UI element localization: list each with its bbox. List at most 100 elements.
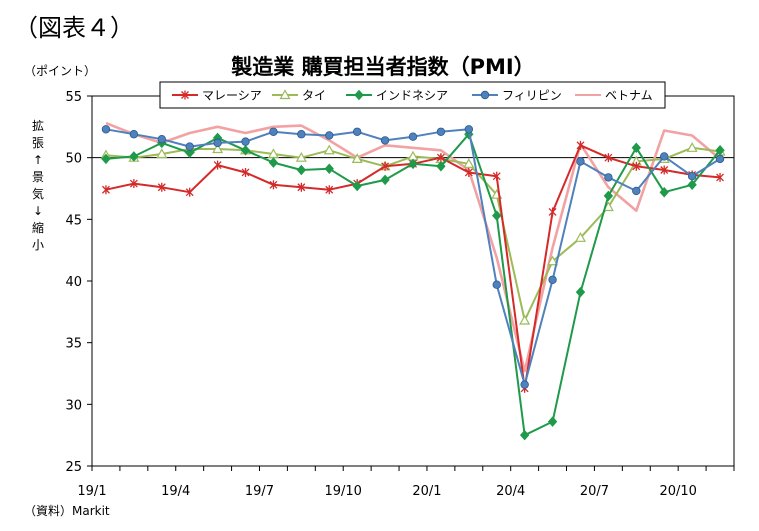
data-point-triangle [212,143,224,154]
x-tick-label: 20/4 [496,484,525,499]
legend-entry-0: マレーシア [172,89,262,103]
data-point-circle [380,136,390,145]
data-point-circle [660,152,669,161]
data-point-triangle [295,151,307,162]
data-point-circle [464,125,474,134]
data-point-star [325,185,334,195]
data-point-circle [213,138,222,148]
yaxis-desc-char: 景 [31,170,44,184]
data-point-star [632,161,641,171]
source-label: （資料）Markit [24,504,110,518]
data-point-circle [480,90,490,100]
x-tick-label: 20/1 [412,484,441,499]
series-line [105,133,721,437]
y-tick-label: 25 [65,460,82,475]
data-point-circle [715,154,725,164]
data-point-triangle [463,158,475,168]
data-point-star [716,172,725,182]
data-point-diamond [380,174,390,186]
data-point-diamond [492,210,502,221]
legend-entry-4: ベトナム [575,89,653,103]
yaxis-desc-char: 張 [31,136,44,150]
data-point-diamond [101,153,111,165]
data-point-diamond [687,179,697,191]
series-line [105,146,721,322]
data-point-star [181,90,189,100]
y-tick-label: 40 [65,275,82,290]
yaxis-desc-char: 小 [31,238,44,252]
data-point-star [269,180,278,190]
data-point-triangle [519,314,531,325]
series-1 [100,142,726,325]
data-point-diamond [519,429,530,441]
series-line [105,121,721,373]
series-3 [101,125,725,389]
data-point-star [185,187,194,197]
yaxis-desc-char: 気 [31,187,44,201]
yaxis-direction-label: 拡 張 ↑ 景 気 ↓ 縮 小 [30,118,46,254]
data-point-circle [408,132,418,141]
data-point-circle [604,173,613,182]
y-tick-label: 50 [65,152,82,167]
data-point-triangle [574,232,587,242]
plot-area: 25 30 35 40 45 50 55 19/1 19/4 19/7 19/10 20/1 20/4 2… [65,90,735,499]
data-point-star [297,182,306,192]
x-tick-label: 19/1 [77,484,106,499]
unit-label: （ポイント） [24,64,97,78]
legend-label: インドネシア [376,89,448,103]
data-point-diamond [408,158,418,170]
yaxis-desc-char: ↑ [32,153,44,167]
data-point-circle [576,157,585,166]
series-2 [101,128,725,441]
data-point-star [604,153,613,163]
data-point-star [157,182,166,192]
x-tick-label: 19/7 [245,484,274,499]
data-point-star [381,161,390,171]
data-point-diamond [575,286,586,298]
y-tick-label: 45 [65,213,82,228]
legend: マレーシア タイ インドネシア フィリピン ベトナム [159,81,666,109]
data-point-star [436,153,445,163]
data-point-triangle [686,142,698,152]
yaxis-desc-char: ↓ [32,204,44,218]
data-point-circle [101,125,111,134]
data-point-star [464,167,473,177]
data-point-diamond [185,147,195,158]
figure-label: （図表４） [14,14,134,42]
data-point-circle [269,127,278,136]
y-tick-label: 35 [65,337,82,352]
data-point-circle [241,137,250,146]
data-point-diamond [354,89,364,101]
data-point-circle [520,380,529,389]
data-point-star [492,171,501,181]
yaxis-desc-char: 拡 [31,119,44,133]
data-point-triangle [323,144,335,155]
chart-title: 製造業 購買担当者指数（PMI） [230,55,534,79]
series-0 [101,140,725,393]
data-point-circle [352,127,362,136]
data-point-circle [325,131,334,140]
data-point-diamond [436,161,446,172]
data-point-diamond [352,180,362,192]
legend-entry-2: インドネシア [346,89,448,103]
data-point-star [213,160,222,170]
legend-entry-3: フィリピン [472,89,562,103]
data-point-diamond [603,190,614,202]
data-point-triangle [279,89,291,100]
data-point-circle [632,186,641,196]
data-point-star [129,179,138,189]
data-point-star [101,185,110,195]
data-point-triangle [156,148,168,159]
data-point-circle [492,280,501,289]
data-point-circle [436,127,446,136]
legend-label: ベトナム [605,89,653,103]
data-point-diamond [659,186,669,198]
data-point-triangle [351,153,363,163]
legend-label: タイ [302,89,326,103]
data-point-diamond [547,416,558,427]
data-point-circle [157,134,166,144]
data-point-triangle [547,255,559,266]
data-point-circle [548,275,557,284]
data-point-diamond [631,142,641,154]
